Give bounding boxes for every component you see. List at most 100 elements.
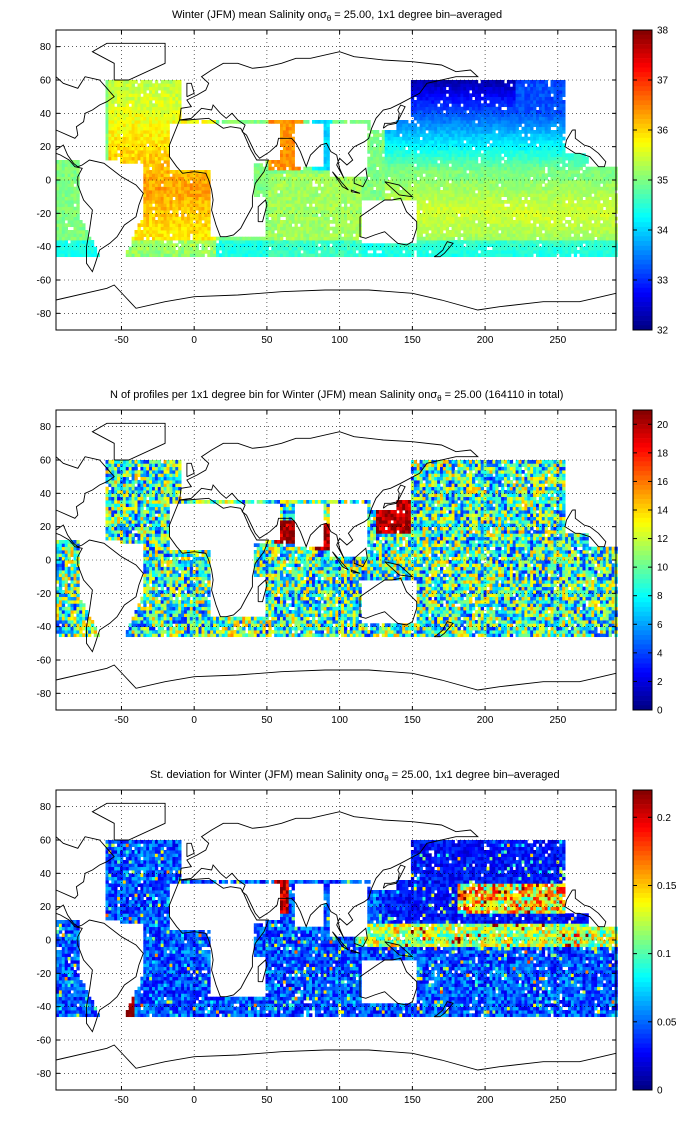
- data-cell: [178, 90, 182, 94]
- data-cell: [387, 140, 391, 144]
- data-cell: [186, 200, 191, 204]
- data-cell: [277, 240, 281, 244]
- data-cell: [67, 190, 71, 194]
- data-cell: [498, 236, 502, 241]
- data-cell: [480, 126, 485, 131]
- data-cell: [280, 233, 284, 238]
- data-cell: [114, 100, 118, 104]
- data-cell: [390, 130, 394, 134]
- data-cell: [376, 130, 380, 134]
- data-cell: [431, 116, 435, 121]
- data-cell: [518, 176, 522, 181]
- data-cell: [419, 250, 423, 254]
- data-cell: [422, 116, 426, 121]
- data-cell: [288, 140, 293, 144]
- data-cell: [387, 133, 391, 138]
- data-cell: [390, 173, 394, 178]
- data-cell: [451, 250, 455, 254]
- data-cell: [419, 196, 423, 201]
- data-cell: [271, 213, 275, 218]
- data-cell: [294, 180, 298, 184]
- data-cell: [498, 253, 502, 258]
- data-cell: [122, 120, 127, 124]
- data-cell: [178, 93, 182, 98]
- data-cell: [463, 206, 467, 211]
- data-cell: [134, 116, 138, 121]
- data-cell: [483, 140, 487, 144]
- data-cell: [524, 243, 528, 248]
- data-cell: [297, 230, 301, 234]
- data-cell: [466, 80, 470, 84]
- data-cell: [105, 133, 109, 138]
- data-cell: [428, 90, 432, 94]
- data-cell: [463, 90, 467, 94]
- data-cell: [390, 250, 394, 254]
- data-cell: [451, 206, 455, 211]
- data-cell: [390, 140, 394, 144]
- data-cell: [399, 170, 403, 174]
- data-cell: [416, 143, 421, 148]
- data-cell: [344, 206, 348, 211]
- data-cell: [256, 253, 261, 258]
- data-cell: [518, 130, 522, 134]
- data-cell: [361, 246, 365, 251]
- data-cell: [329, 253, 333, 258]
- data-cell: [501, 136, 505, 141]
- data-cell: [294, 200, 298, 204]
- data-cells: [56, 80, 618, 258]
- data-cell: [445, 226, 450, 231]
- data-cell: [483, 206, 487, 211]
- data-cell: [149, 143, 153, 148]
- data-cell: [442, 203, 447, 208]
- data-cell: [120, 100, 124, 104]
- data-cell: [501, 170, 505, 174]
- data-cell: [157, 196, 162, 201]
- data-cell: [387, 150, 391, 154]
- data-cell: [73, 243, 77, 248]
- data-cell: [457, 123, 461, 128]
- data-cell: [422, 170, 426, 174]
- data-cell: [166, 180, 170, 184]
- data-cell: [355, 186, 359, 191]
- data-cell: [294, 193, 298, 198]
- data-cell: [76, 220, 80, 224]
- data-cell: [64, 230, 69, 234]
- data-cell: [268, 186, 272, 191]
- data-cell: [402, 150, 406, 154]
- data-cell: [509, 90, 514, 94]
- data-cell: [477, 253, 482, 258]
- data-cell: [440, 183, 444, 188]
- data-cell: [518, 113, 522, 118]
- data-cell: [213, 236, 217, 241]
- data-cell: [460, 196, 464, 201]
- data-cell: [506, 253, 511, 258]
- data-cell: [387, 166, 391, 171]
- data-cell: [498, 103, 502, 108]
- data-cell: [501, 110, 505, 114]
- data-cell: [271, 233, 275, 238]
- data-cell: [114, 90, 118, 94]
- data-cell: [480, 236, 485, 241]
- data-cell: [492, 116, 496, 121]
- data-cell: [384, 186, 389, 191]
- data-cell: [186, 253, 191, 258]
- data-cell: [489, 113, 493, 118]
- data-cell: [518, 163, 522, 168]
- data-cell: [309, 173, 313, 178]
- data-cell: [440, 233, 444, 238]
- data-cell: [157, 216, 162, 221]
- data-cell: [442, 216, 447, 221]
- data-cell: [184, 190, 188, 194]
- data-cell: [390, 160, 394, 164]
- data-cell: [422, 253, 426, 258]
- data-cell: [271, 230, 275, 234]
- data-cell: [501, 143, 505, 148]
- data-cell: [262, 253, 266, 258]
- data-cell: [512, 186, 517, 191]
- data-cell: [361, 243, 365, 248]
- data-cell: [120, 106, 124, 111]
- data-cell: [201, 183, 205, 188]
- data-cell: [105, 90, 109, 94]
- data-cell: [172, 80, 176, 84]
- data-cell: [390, 136, 394, 141]
